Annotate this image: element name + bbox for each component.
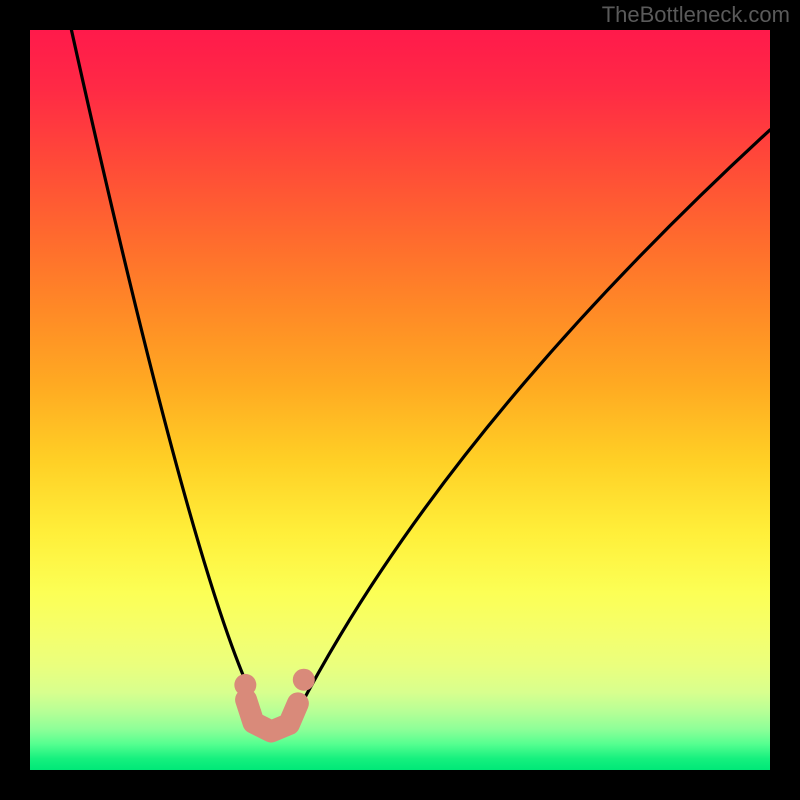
trough-marker-dot-right bbox=[293, 669, 315, 691]
trough-marker-band bbox=[246, 700, 298, 732]
bottleneck-curve-right bbox=[298, 130, 770, 711]
chart-frame bbox=[0, 0, 800, 800]
bottleneck-curve-left bbox=[71, 30, 259, 711]
plot-area bbox=[30, 30, 770, 770]
curve-layer bbox=[30, 30, 770, 770]
trough-marker-dot-left bbox=[234, 674, 256, 696]
watermark-text: TheBottleneck.com bbox=[602, 2, 790, 28]
